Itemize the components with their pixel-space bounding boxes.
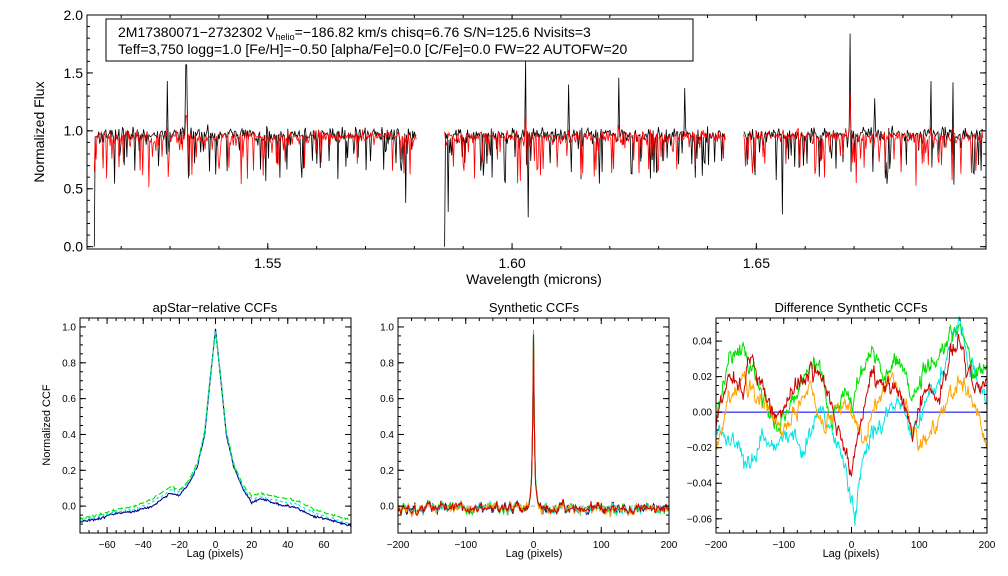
x-tick-label: 0 <box>213 540 219 551</box>
y-tick-label: 0.04 <box>693 337 713 348</box>
y-tick-label: 0.0 <box>380 502 394 513</box>
y-tick-label: 0.02 <box>693 372 713 383</box>
x-tick-label: 60 <box>318 540 330 551</box>
ccf-synthetic-traces <box>397 330 670 519</box>
spectrum-x-label: Wavelength (microns) <box>466 271 602 287</box>
spectrum-y-label: Normalized Flux <box>31 81 47 182</box>
spectrum-annotation-line1: 2M17380071−2732302 Vhelio=−186.82 km/s c… <box>118 24 591 42</box>
x-tick-label: −100 <box>454 540 477 551</box>
y-tick-label: 0.5 <box>64 181 84 197</box>
spectrum-series-synthetic-model-chip3 <box>743 93 984 186</box>
x-tick-label: −200 <box>387 540 410 551</box>
spectrum-frame <box>86 14 987 250</box>
ccf-difference-axes: −200 −100 0 100 200 −0.06 −0.04 −0.02 0.00 0.02 0.… <box>687 318 996 551</box>
ccf-apstar-axes: −60 −40 −20 0 20 40 60 0.0 0.2 0.4 0.6 0.8 1.0 <box>62 317 352 551</box>
y-tick-label: 2.0 <box>64 7 84 23</box>
x-tick-label: −20 <box>171 540 188 551</box>
x-tick-label: −100 <box>772 540 795 551</box>
y-tick-label: −0.02 <box>687 443 713 454</box>
ccf-apstar-x-label: Lag (pixels) <box>187 548 244 560</box>
y-tick-label: 0.2 <box>380 466 394 477</box>
y-tick-label: 0.4 <box>380 430 394 441</box>
y-tick-label: 0.8 <box>62 358 76 369</box>
spectrum-series-synthetic-model-chip2 <box>444 111 726 184</box>
spectrum-axes: 1.55 1.60 1.65 0.0 0.5 1.0 1.5 2.0 <box>64 7 986 271</box>
ccf-apstar-title: apStar−relative CCFs <box>153 300 278 315</box>
x-tick-label: 100 <box>911 540 928 551</box>
y-tick-label: 0.4 <box>62 430 76 441</box>
ccf-apstar-frame <box>79 317 352 534</box>
spectrum-annotation-line2: Teff=3,750 logg=1.0 [Fe/H]=−0.50 [alpha/… <box>118 41 627 57</box>
spectrum-traces <box>93 33 984 247</box>
x-tick-label: −200 <box>705 540 728 551</box>
x-tick-label: −40 <box>135 540 152 551</box>
y-tick-label: 1.0 <box>380 322 394 333</box>
ccf-synthetic-panel: Synthetic CCFs −200 −100 0 100 200 0.0 0.2 0.4 0… <box>380 300 678 560</box>
spectrum-series-observed-chip2 <box>444 58 726 247</box>
x-tick-label: 100 <box>593 540 610 551</box>
ccf-synthetic-x-label: Lag (pixels) <box>506 548 563 560</box>
ccf-difference-series-combined-diff <box>715 333 988 478</box>
ccf-difference-series-visit-2-diff <box>715 323 988 434</box>
ccf-apstar-traces <box>79 328 352 528</box>
x-tick-label: 0 <box>849 540 855 551</box>
x-tick-label: 1.55 <box>254 255 281 271</box>
x-tick-label: 20 <box>246 540 258 551</box>
spectrum-series-observed-chip3 <box>743 33 984 215</box>
ccf-difference-series-visit-1-diff <box>715 315 988 526</box>
y-tick-label: 0.2 <box>62 466 76 477</box>
ccf-apstar-series-visit-3 <box>80 330 352 525</box>
ccf-difference-x-label: Lag (pixels) <box>823 548 880 560</box>
ccf-apstar-panel: apStar−relative CCFs −60 −40 −20 0 20 40 60 0.0… <box>41 300 352 560</box>
y-tick-label: −0.06 <box>687 514 713 525</box>
ccf-synthetic-series-combined <box>397 334 670 517</box>
x-tick-label: 40 <box>282 540 294 551</box>
y-tick-label: 0.0 <box>62 502 76 513</box>
y-tick-label: 1.5 <box>64 65 84 81</box>
y-tick-label: 0.6 <box>380 394 394 405</box>
ccf-apstar-series-visit-2 <box>79 332 352 521</box>
ccf-apstar-y-label: Normalized CCF <box>41 384 53 466</box>
y-tick-label: 1.0 <box>62 322 76 333</box>
x-tick-label: 0 <box>531 540 537 551</box>
x-tick-label: 1.65 <box>743 255 770 271</box>
x-tick-label: 200 <box>661 540 678 551</box>
spectrum-annotation-box <box>105 18 694 62</box>
y-tick-label: 0.8 <box>380 358 394 369</box>
x-tick-label: 200 <box>979 540 996 551</box>
y-tick-label: 1.0 <box>64 123 84 139</box>
y-tick-label: 0.00 <box>693 408 713 419</box>
y-tick-label: 0.0 <box>64 239 84 255</box>
y-tick-label: −0.04 <box>687 479 713 490</box>
ccf-difference-panel: Difference Synthetic CCFs −200 −100 0 100 20… <box>687 300 996 560</box>
ccf-synthetic-series-visit-3 <box>397 331 670 518</box>
x-tick-label: 1.60 <box>498 255 525 271</box>
spectrum-panel: 1.55 1.60 1.65 0.0 0.5 1.0 1.5 2.0 2M17380071−2… <box>31 7 987 287</box>
ccf-apstar-series-visit-1 <box>79 328 352 528</box>
ccf-synthetic-title: Synthetic CCFs <box>489 300 580 315</box>
ccf-synthetic-axes: −200 −100 0 100 200 0.0 0.2 0.4 0.6 0.8 1.0 <box>380 317 678 551</box>
spectrum-series-synthetic-model-chip1 <box>93 115 417 188</box>
ccf-difference-title: Difference Synthetic CCFs <box>775 300 928 315</box>
x-tick-label: −60 <box>99 540 116 551</box>
y-tick-label: 0.6 <box>62 394 76 405</box>
ccf-difference-series-visit-3-diff <box>715 371 988 452</box>
ccf-difference-traces <box>715 315 988 526</box>
